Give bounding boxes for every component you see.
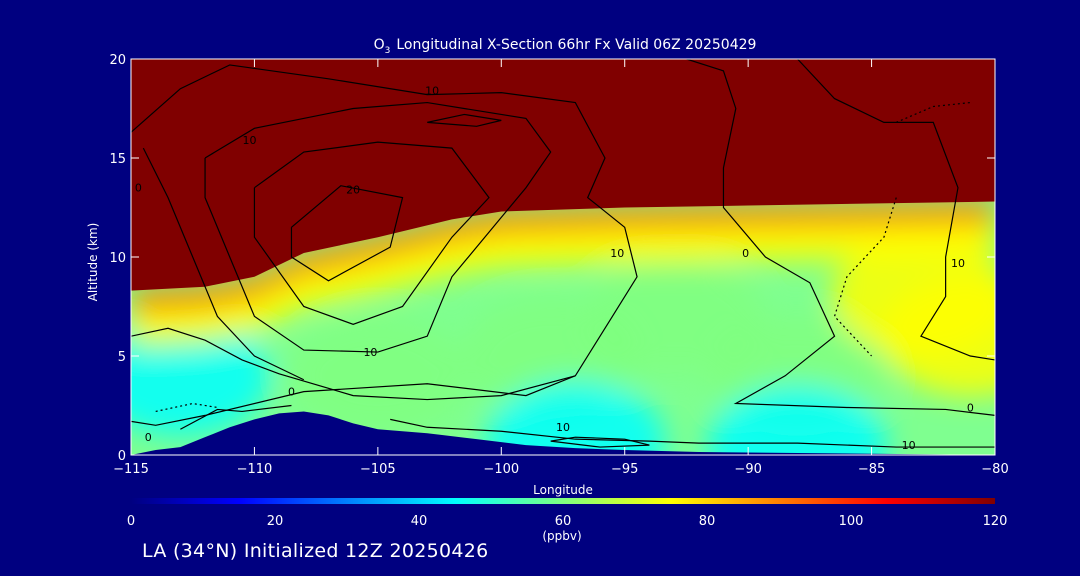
contour-line (427, 113, 502, 127)
contour-label: 10 (242, 134, 256, 147)
y-tick-label: 15 (109, 152, 126, 167)
contour-label: 10 (902, 439, 916, 452)
contour-line (180, 404, 292, 430)
ozone-field (131, 201, 995, 455)
x-tick-label: −85 (858, 462, 885, 477)
x-tick-label: −110 (237, 462, 273, 477)
colorbar-tick-label: 60 (555, 514, 572, 529)
x-tick-label: −105 (360, 462, 396, 477)
x-tick-label: −100 (483, 462, 519, 477)
contour-line-negative (896, 101, 971, 123)
contour-line (142, 147, 305, 381)
colorbar-tick-label: 80 (699, 514, 716, 529)
colorbar-ticks: 0 20 40 60 80 100 120 (127, 514, 1008, 529)
ozone-blob (707, 385, 888, 455)
contour-line (390, 418, 995, 448)
x-tick-label: −115 (113, 462, 149, 477)
terrain (131, 411, 995, 455)
y-tick-label: 20 (109, 53, 126, 68)
contour-line (550, 436, 650, 448)
contour-label: 10 (363, 346, 377, 359)
tropopause-gradient (131, 201, 995, 347)
contour-line (686, 59, 995, 416)
colorbar-tick-label: 0 (127, 514, 135, 529)
y-axis: 0 5 10 15 20 (109, 53, 995, 464)
contour-label: 0 (967, 401, 974, 414)
contour-labels: 10 10 20 10 0 10 0 10 0 10 0 10 0 (135, 85, 974, 452)
colorbar (131, 498, 995, 504)
y-tick-label: 0 (118, 449, 126, 464)
contour-line (253, 141, 490, 325)
contour-label: 20 (346, 184, 360, 197)
contour-label: 10 (951, 257, 965, 270)
ozone-blob (287, 315, 468, 436)
plot-area: 10 10 20 10 0 10 0 10 0 10 0 10 0 (131, 59, 995, 455)
contour-label: 0 (145, 431, 152, 444)
ozone-blob (485, 381, 666, 455)
ozone-blob (880, 276, 995, 397)
chart-title: O3 Longitudinal X-Section 66hr Fx Valid 0… (374, 37, 757, 56)
y-axis-label: Altitude (km) (86, 223, 100, 302)
x-tick-label: −95 (611, 462, 638, 477)
contour-line-negative (833, 197, 897, 357)
contour-label: 0 (288, 386, 295, 399)
x-axis-label: Longitude (533, 483, 593, 497)
y-tick-label: 5 (118, 350, 126, 365)
contour-lines (131, 59, 995, 448)
contour-label: 0 (742, 247, 749, 260)
contour-label: 10 (556, 421, 570, 434)
colorbar-label: (ppbv) (542, 529, 581, 543)
ozone-blob (131, 315, 271, 436)
colorbar-tick-label: 40 (411, 514, 428, 529)
contour-line (131, 327, 576, 401)
x-tick-label: −80 (981, 462, 1008, 477)
contour-label: 10 (425, 85, 439, 98)
contour-line (290, 185, 404, 282)
footer-initialization-text: LA (34°N) Initialized 12Z 20250426 (142, 540, 489, 562)
stratospheric-ozone-region (131, 59, 995, 291)
contour-line (797, 59, 995, 361)
colorbar-tick-label: 20 (267, 514, 284, 529)
contour-line (204, 101, 552, 353)
contour-line (131, 64, 638, 426)
x-tick-label: −90 (734, 462, 761, 477)
contour-label: 10 (610, 247, 624, 260)
y-tick-label: 10 (109, 251, 126, 266)
colorbar-tick-label: 100 (839, 514, 864, 529)
colorbar-tick-label: 120 (983, 514, 1008, 529)
contour-label: 0 (135, 182, 142, 195)
x-axis: −115 −110 −105 −100 −95 −90 −85 −80 (113, 59, 1009, 477)
